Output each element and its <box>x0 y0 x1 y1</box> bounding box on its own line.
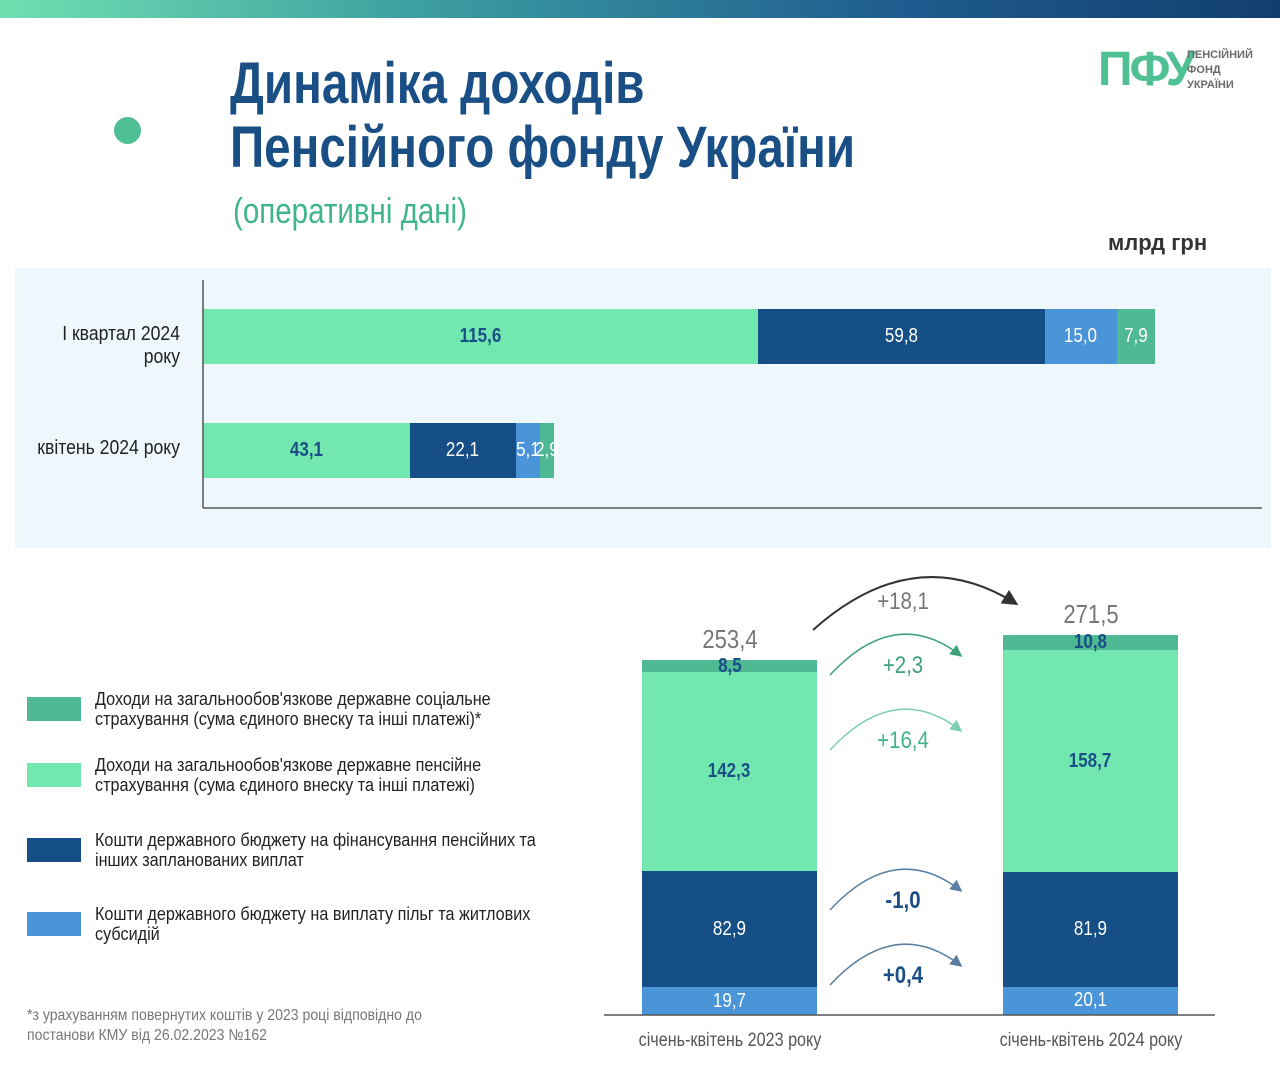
value-label: 59,8 <box>884 325 918 347</box>
change-arrow <box>829 633 963 676</box>
logo-line: ПЕНСІЙНИЙ <box>1187 49 1253 61</box>
title-line-2: Пенсійного фонду України <box>230 115 856 180</box>
title-line-1: Динаміка доходів <box>230 51 645 116</box>
value-label: 20,1 <box>1073 989 1108 1012</box>
bar-segment: 81,9 <box>1003 872 1178 987</box>
subtitle: (оперативні дані) <box>233 190 467 231</box>
bullet-dot <box>114 117 141 144</box>
unit-label: млрд грн <box>1108 230 1208 255</box>
value-label: 142,3 <box>708 760 751 783</box>
total-label: 271,5 <box>1062 598 1119 629</box>
value-label: 19,7 <box>712 989 747 1012</box>
bar-segment: 2,9 <box>536 423 559 478</box>
value-label: 115,6 <box>459 325 502 347</box>
change-label: +0,4 <box>882 962 924 989</box>
value-label: 82,9 <box>712 917 747 940</box>
value-label: 2,9 <box>535 439 560 461</box>
total-change-label: +18,1 <box>877 588 929 615</box>
bar-segment: 15,0 <box>1044 309 1117 364</box>
change-label: -1,0 <box>885 887 921 914</box>
bar-segment: 19,7 <box>642 987 817 1015</box>
legend-swatch <box>27 763 81 787</box>
page-title: Динаміка доходів Пенсійного фонду Україн… <box>230 52 855 180</box>
value-label: 7,9 <box>1124 325 1148 347</box>
footnote: *з урахуванням повернутих коштів у 2023 … <box>27 1007 422 1044</box>
pfu-logo: ПФУ <box>1098 43 1195 96</box>
legend-swatch <box>27 697 81 721</box>
bar-segment: 115,6 <box>203 309 758 364</box>
value-label: 8,5 <box>717 654 742 677</box>
value-label: 81,9 <box>1073 918 1108 941</box>
bar-segment: 82,9 <box>642 871 817 988</box>
logo-text: ПЕНСІЙНИЙ ФОНД УКРАЇНИ <box>1187 48 1253 93</box>
value-label: 43,1 <box>289 439 323 461</box>
legend-swatch <box>27 912 81 936</box>
change-label: +2,3 <box>882 652 924 679</box>
value-label: 10,8 <box>1073 630 1108 653</box>
category-label: І квартал 2024 року <box>62 323 180 368</box>
category-label: січень-квітень 2024 року <box>999 1030 1182 1051</box>
change-arrow <box>812 576 1019 631</box>
value-label: 22,1 <box>446 439 480 461</box>
legend-swatch <box>27 838 81 862</box>
legend-label: Доходи на загальнообов'язкове державне с… <box>95 689 491 729</box>
value-label: 158,7 <box>1069 749 1112 772</box>
bar-segment: 8,5 <box>642 655 817 677</box>
change-label: +16,4 <box>877 727 929 754</box>
bar-segment: 59,8 <box>757 309 1045 364</box>
value-label: 5,1 <box>516 439 541 461</box>
bar-segment: 5,1 <box>515 423 541 478</box>
bar-segment: 22,1 <box>409 423 516 478</box>
legend-label: Доходи на загальнообов'язкове державне п… <box>95 755 482 795</box>
logo-line: ФОНД <box>1187 64 1221 76</box>
bar-segment: 43,1 <box>203 423 410 478</box>
bar-segment: 20,1 <box>1003 986 1178 1015</box>
bar-segment: 142,3 <box>642 672 817 872</box>
legend-label: Кошти державного бюджету на фінансування… <box>95 830 536 870</box>
change-arrow <box>829 943 963 986</box>
top-gradient-bar <box>0 0 1280 18</box>
value-label: 15,0 <box>1064 325 1098 347</box>
logo-line: УКРАЇНИ <box>1187 79 1234 91</box>
legend-label: Кошти державного бюджету на виплату піль… <box>95 904 531 944</box>
category-label: січень-квітень 2023 року <box>638 1030 821 1051</box>
category-label: квітень 2024 року <box>37 437 180 459</box>
total-label: 253,4 <box>701 624 758 655</box>
bar-segment: 10,8 <box>1003 631 1178 653</box>
bar-segment: 7,9 <box>1116 309 1155 364</box>
change-arrow <box>829 868 963 911</box>
bar-segment: 158,7 <box>1003 650 1178 873</box>
change-arrow <box>829 708 963 751</box>
